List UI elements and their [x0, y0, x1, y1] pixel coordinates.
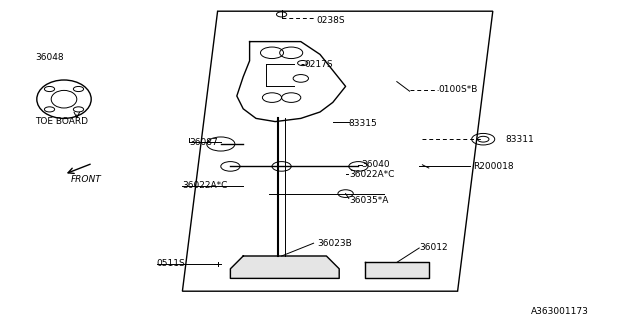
Text: 36087: 36087: [189, 138, 218, 147]
Circle shape: [207, 137, 235, 151]
Text: 83311: 83311: [506, 135, 534, 144]
Text: 36040: 36040: [362, 160, 390, 169]
Text: R200018: R200018: [474, 162, 514, 171]
Text: 36023B: 36023B: [317, 239, 351, 248]
Polygon shape: [365, 262, 429, 278]
Text: FRONT: FRONT: [70, 175, 101, 184]
Text: TOE BOARD: TOE BOARD: [35, 117, 88, 126]
Text: 36022A*C: 36022A*C: [182, 181, 228, 190]
Text: 83315: 83315: [349, 119, 378, 128]
Text: 0238S: 0238S: [317, 16, 346, 25]
Circle shape: [272, 162, 291, 171]
Text: 36035*A: 36035*A: [349, 196, 388, 204]
Polygon shape: [230, 256, 339, 278]
Text: 36048: 36048: [35, 53, 64, 62]
Circle shape: [349, 162, 368, 171]
Text: 36022A*C: 36022A*C: [349, 170, 394, 179]
Circle shape: [338, 190, 353, 197]
Text: A363001173: A363001173: [531, 308, 589, 316]
Circle shape: [221, 162, 240, 171]
Text: 0217S: 0217S: [304, 60, 333, 68]
Text: 0511S: 0511S: [157, 260, 186, 268]
Text: 0100S*B: 0100S*B: [438, 85, 478, 94]
Text: 36012: 36012: [419, 244, 448, 252]
